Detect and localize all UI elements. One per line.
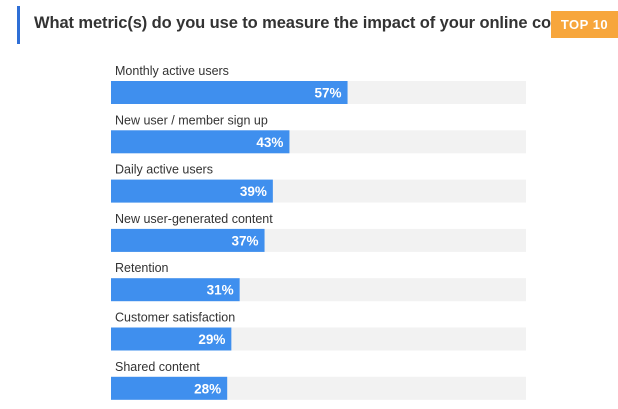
bar — [111, 376, 228, 400]
chart-title: What metric(s) do you use to measure the… — [34, 14, 618, 32]
category-label: New user-generated content — [115, 212, 273, 226]
bar-value-label: 29% — [198, 332, 225, 347]
bar-value-label: 31% — [207, 283, 234, 298]
category-label: New user / member sign up — [115, 113, 268, 127]
bar-value-label: 39% — [240, 184, 267, 199]
bar — [111, 130, 290, 154]
bar — [111, 179, 273, 203]
bar-value-label: 37% — [232, 233, 259, 248]
bar — [111, 228, 265, 252]
category-label: Monthly active users — [115, 64, 229, 78]
bar — [111, 81, 348, 104]
category-label: Customer satisfaction — [115, 311, 235, 325]
bar — [111, 278, 240, 302]
category-label: Retention — [115, 261, 169, 275]
top-10-badge: TOP 10 — [551, 11, 618, 38]
bar — [111, 327, 232, 351]
bar-value-label: 28% — [194, 381, 221, 396]
title-accent-bar — [17, 6, 20, 44]
category-label: Shared content — [115, 360, 200, 374]
bar-value-label: 43% — [256, 135, 283, 150]
category-label: Daily active users — [115, 163, 213, 177]
bar-value-label: 57% — [315, 86, 342, 101]
